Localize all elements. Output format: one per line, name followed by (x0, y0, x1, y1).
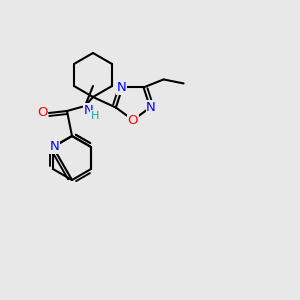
Text: O: O (37, 106, 47, 119)
Text: N: N (84, 103, 94, 116)
Text: H: H (91, 111, 99, 121)
Text: N: N (50, 140, 60, 154)
Text: N: N (146, 101, 156, 114)
Text: N: N (116, 81, 126, 94)
Text: O: O (128, 115, 138, 128)
